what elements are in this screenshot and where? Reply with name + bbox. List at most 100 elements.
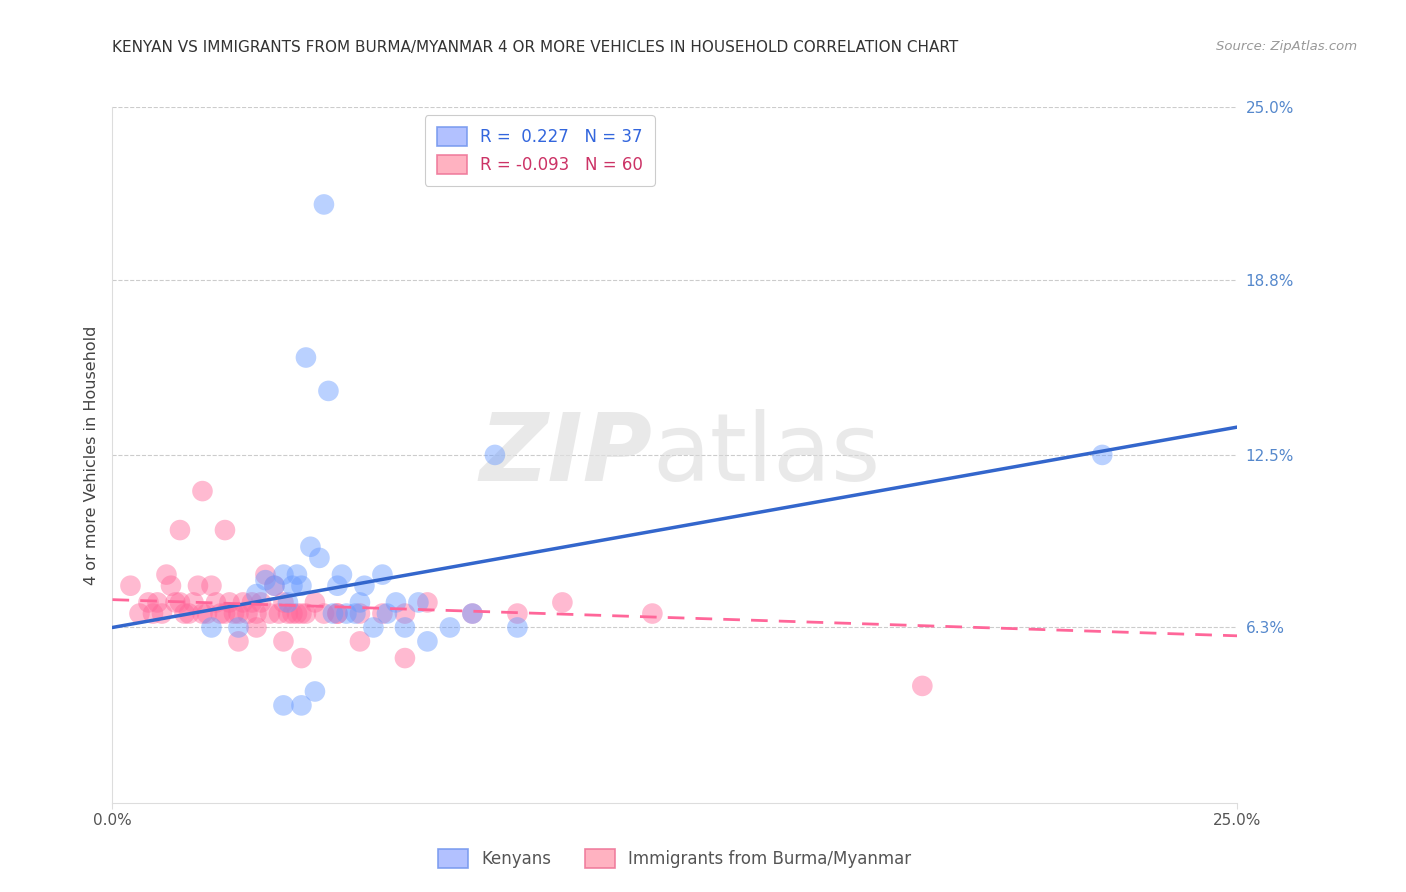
Point (551, 595, 574, 609)
Text: KENYAN VS IMMIGRANTS FROM BURMA/MYANMAR 4 OR MORE VEHICLES IN HOUSEHOLD CORRELAT: KENYAN VS IMMIGRANTS FROM BURMA/MYANMAR … (112, 40, 959, 55)
Point (209, 607, 232, 621)
Point (290, 579, 312, 593)
Point (394, 620, 416, 634)
Point (200, 620, 222, 634)
Point (375, 607, 398, 621)
Point (128, 607, 150, 621)
Text: ZIP: ZIP (479, 409, 652, 501)
Point (295, 351, 318, 365)
Point (165, 595, 187, 609)
Point (228, 634, 250, 648)
Point (344, 607, 367, 621)
Point (394, 651, 416, 665)
Point (371, 607, 394, 621)
Point (281, 607, 304, 621)
Point (277, 607, 299, 621)
Point (183, 595, 205, 609)
Point (160, 579, 183, 593)
Point (277, 595, 299, 609)
Point (349, 607, 371, 621)
Point (416, 634, 439, 648)
Point (285, 607, 308, 621)
Point (169, 523, 191, 537)
Point (228, 607, 250, 621)
Point (335, 607, 357, 621)
Point (254, 567, 277, 582)
Legend: R =  0.227   N = 37, R = -0.093   N = 60: R = 0.227 N = 37, R = -0.093 N = 60 (425, 115, 655, 186)
Y-axis label: 4 or more Vehicles in Household: 4 or more Vehicles in Household (83, 326, 98, 584)
Point (295, 607, 318, 621)
Point (290, 651, 312, 665)
Point (177, 607, 200, 621)
Point (173, 607, 195, 621)
Point (273, 567, 295, 582)
Point (394, 607, 416, 621)
Point (169, 595, 191, 609)
Point (326, 607, 349, 621)
Point (120, 579, 142, 593)
Point (245, 607, 267, 621)
Point (385, 595, 408, 609)
Text: Source: ZipAtlas.com: Source: ZipAtlas.com (1216, 40, 1357, 54)
Point (461, 607, 484, 621)
Point (218, 595, 240, 609)
Point (150, 607, 173, 621)
Point (273, 595, 295, 609)
Point (408, 595, 430, 609)
Point (236, 607, 259, 621)
Point (363, 620, 385, 634)
Text: atlas: atlas (652, 409, 880, 501)
Point (187, 579, 209, 593)
Point (641, 607, 664, 621)
Point (299, 540, 322, 554)
Point (191, 607, 214, 621)
Point (506, 620, 529, 634)
Point (371, 567, 394, 582)
Point (308, 550, 330, 565)
Point (142, 607, 165, 621)
Point (222, 607, 245, 621)
Point (330, 567, 353, 582)
Point (304, 684, 326, 698)
Point (349, 595, 371, 609)
Point (191, 484, 214, 499)
Point (290, 698, 312, 713)
Point (1091, 448, 1114, 462)
Point (326, 607, 349, 621)
Point (228, 620, 250, 634)
Point (273, 698, 295, 713)
Point (146, 595, 169, 609)
Point (281, 579, 304, 593)
Point (259, 607, 281, 621)
Point (439, 620, 461, 634)
Point (195, 607, 218, 621)
Point (214, 523, 236, 537)
Point (214, 607, 236, 621)
Point (318, 384, 340, 398)
Point (461, 607, 484, 621)
Point (245, 620, 267, 634)
Point (200, 579, 222, 593)
Point (506, 607, 529, 621)
Point (263, 579, 285, 593)
Point (250, 595, 273, 609)
Point (263, 579, 285, 593)
Point (267, 607, 290, 621)
Point (312, 607, 335, 621)
Point (416, 595, 439, 609)
Point (353, 579, 375, 593)
Point (273, 634, 295, 648)
Point (312, 197, 335, 211)
Point (349, 634, 371, 648)
Point (138, 595, 160, 609)
Point (240, 595, 263, 609)
Point (322, 607, 344, 621)
Point (245, 587, 267, 601)
Point (155, 567, 177, 582)
Point (304, 595, 326, 609)
Point (290, 607, 312, 621)
Point (205, 595, 228, 609)
Point (326, 579, 349, 593)
Point (254, 573, 277, 587)
Point (911, 679, 934, 693)
